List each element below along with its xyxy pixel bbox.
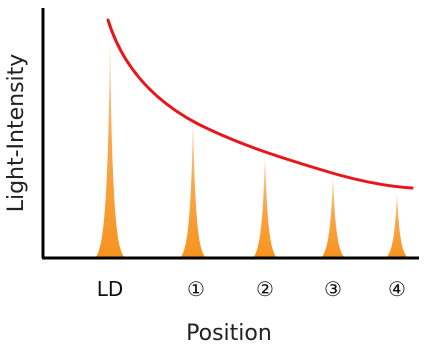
peak-4 <box>386 192 408 258</box>
peak-3 <box>321 175 345 258</box>
position-label-2: ② <box>256 277 274 301</box>
position-label-ld: LD <box>97 277 124 301</box>
peak-1 <box>180 120 206 258</box>
y-axis-title: Light-Intensity <box>4 54 29 213</box>
x-axis-title: Position <box>186 321 272 346</box>
peaks <box>95 40 408 258</box>
position-label-1: ① <box>187 277 205 301</box>
position-label-3: ③ <box>324 277 342 301</box>
peak-2 <box>253 155 277 258</box>
decay-curve <box>106 18 414 190</box>
position-label-4: ④ <box>388 277 406 301</box>
peak-ld <box>95 40 125 258</box>
